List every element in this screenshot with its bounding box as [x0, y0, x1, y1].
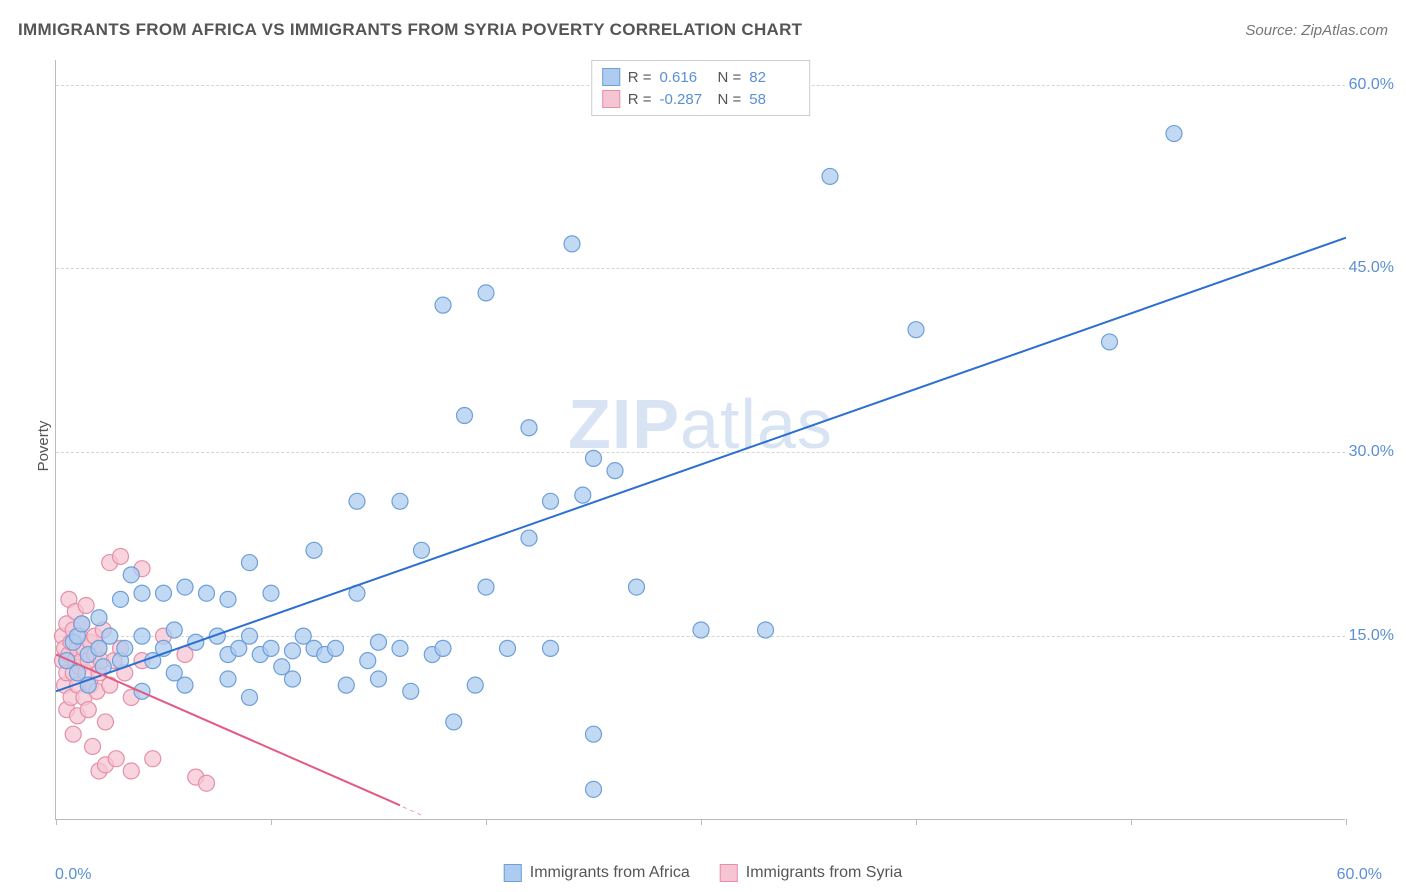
data-point [78, 597, 94, 613]
y-tick-label: 15.0% [1349, 627, 1394, 645]
data-point [108, 751, 124, 767]
y-tick-label: 60.0% [1349, 76, 1394, 94]
chart-svg [56, 60, 1345, 819]
data-point [360, 653, 376, 669]
data-point [521, 420, 537, 436]
data-point [758, 622, 774, 638]
data-point [123, 763, 139, 779]
data-point [263, 640, 279, 656]
data-point [467, 677, 483, 693]
data-point [822, 168, 838, 184]
data-point [564, 236, 580, 252]
data-point [586, 450, 602, 466]
data-point [285, 643, 301, 659]
data-point [145, 751, 161, 767]
series-legend: Immigrants from Africa Immigrants from S… [504, 864, 903, 882]
data-point [575, 487, 591, 503]
data-point [371, 634, 387, 650]
data-point [91, 610, 107, 626]
data-point [306, 542, 322, 558]
data-point [403, 683, 419, 699]
swatch-africa [602, 68, 620, 86]
data-point [220, 591, 236, 607]
chart-header: IMMIGRANTS FROM AFRICA VS IMMIGRANTS FRO… [18, 20, 1388, 40]
plot-area: ZIPatlas R = 0.616 N = 82 R = -0.287 N =… [55, 60, 1345, 820]
data-point [134, 628, 150, 644]
data-point [349, 493, 365, 509]
data-point [1166, 126, 1182, 142]
data-point [478, 285, 494, 301]
data-point [392, 640, 408, 656]
y-tick-label: 30.0% [1349, 443, 1394, 461]
data-point [85, 738, 101, 754]
trend-line-extension [271, 749, 422, 815]
data-point [607, 463, 623, 479]
data-point [166, 622, 182, 638]
data-point [392, 493, 408, 509]
data-point [177, 677, 193, 693]
data-point [1102, 334, 1118, 350]
data-point [242, 628, 258, 644]
legend-row-syria: R = -0.287 N = 58 [602, 88, 800, 110]
legend-item-syria: Immigrants from Syria [720, 864, 902, 882]
data-point [199, 585, 215, 601]
data-point [65, 726, 81, 742]
data-point [338, 677, 354, 693]
data-point [543, 640, 559, 656]
x-tick [486, 819, 487, 825]
correlation-legend: R = 0.616 N = 82 R = -0.287 N = 58 [591, 60, 811, 116]
data-point [242, 689, 258, 705]
data-point [74, 616, 90, 632]
data-point [328, 640, 344, 656]
data-point [156, 585, 172, 601]
data-point [220, 671, 236, 687]
data-point [263, 585, 279, 601]
swatch-africa-icon [504, 864, 522, 882]
data-point [97, 714, 113, 730]
x-tick-min: 0.0% [55, 866, 91, 884]
data-point [693, 622, 709, 638]
data-point [123, 567, 139, 583]
data-point [371, 671, 387, 687]
x-tick [701, 819, 702, 825]
data-point [521, 530, 537, 546]
x-tick-max: 60.0% [1337, 866, 1382, 884]
data-point [435, 640, 451, 656]
data-point [134, 585, 150, 601]
legend-row-africa: R = 0.616 N = 82 [602, 66, 800, 88]
data-point [242, 555, 258, 571]
data-point [113, 591, 129, 607]
x-tick [1131, 819, 1132, 825]
data-point [414, 542, 430, 558]
x-tick [271, 819, 272, 825]
data-point [457, 407, 473, 423]
data-point [199, 775, 215, 791]
x-tick [916, 819, 917, 825]
source-attribution: Source: ZipAtlas.com [1245, 22, 1388, 39]
data-point [586, 781, 602, 797]
y-axis-label: Poverty [35, 421, 52, 472]
data-point [435, 297, 451, 313]
swatch-syria [602, 90, 620, 108]
x-tick [56, 819, 57, 825]
data-point [177, 579, 193, 595]
data-point [543, 493, 559, 509]
data-point [113, 548, 129, 564]
data-point [500, 640, 516, 656]
data-point [117, 640, 133, 656]
data-point [478, 579, 494, 595]
y-tick-label: 45.0% [1349, 259, 1394, 277]
data-point [102, 628, 118, 644]
data-point [446, 714, 462, 730]
data-point [285, 671, 301, 687]
data-point [629, 579, 645, 595]
chart-title: IMMIGRANTS FROM AFRICA VS IMMIGRANTS FRO… [18, 20, 802, 40]
data-point [80, 702, 96, 718]
legend-item-africa: Immigrants from Africa [504, 864, 690, 882]
data-point [586, 726, 602, 742]
swatch-syria-icon [720, 864, 738, 882]
data-point [908, 322, 924, 338]
x-tick [1346, 819, 1347, 825]
